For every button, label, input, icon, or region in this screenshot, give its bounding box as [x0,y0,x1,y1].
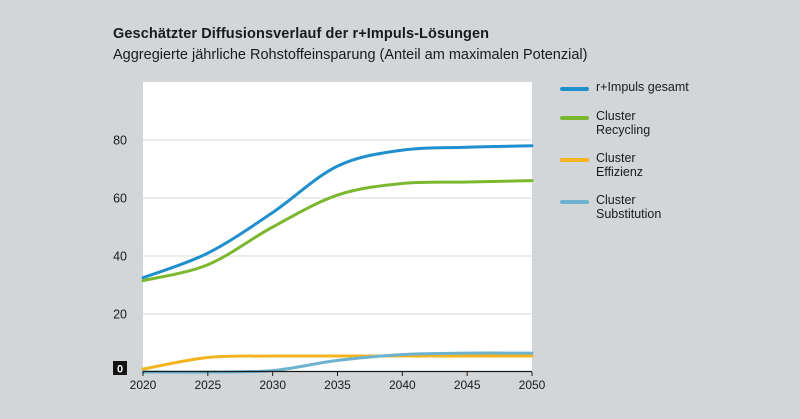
x-tick-label: 2045 [454,378,481,392]
y-tick-label: 60 [113,192,127,206]
legend-label-line: r+Impuls gesamt [596,80,689,94]
x-tick-label: 2020 [130,378,157,392]
legend-swatch [560,87,589,91]
y-zero-badge [113,361,127,375]
legend-label-line: Effizienz [596,165,644,179]
legend-label: Cluster Effizienz [596,151,786,179]
legend-label: Cluster Substitution [596,193,786,221]
y-tick-label: 0 [117,364,123,376]
x-tick-label: 2025 [194,378,221,392]
legend-label-line: Cluster [596,109,636,123]
x-tick-label: 2050 [519,378,546,392]
legend-swatch [560,200,589,204]
y-tick-label: 40 [113,250,127,264]
x-tick-label: 2035 [324,378,351,392]
series-line [141,144,534,280]
legend-label: r+Impuls gesamt [596,80,786,94]
series-line [141,354,534,371]
legend-label-line: Cluster [596,151,636,165]
legend-label-line: Substitution [596,207,662,221]
chart-subtitle: Aggregierte jährliche Rohstoffeinsparung… [113,47,588,63]
legend-label-line: Cluster [596,193,636,207]
y-tick-label: 20 [113,308,127,322]
plot-area [143,82,532,372]
y-tick-label: 80 [113,134,127,148]
chart-title: Geschätzter Diffusionsverlauf der r+Impu… [113,26,490,42]
x-tick-label: 2040 [389,378,416,392]
legend-label: Cluster Recycling [596,109,786,137]
series-line [141,179,534,283]
legend-swatch [560,158,589,162]
legend-swatch [560,116,589,120]
x-tick-label: 2030 [259,378,286,392]
grid-lines [143,139,532,315]
legend-label-line: Recycling [596,123,651,137]
